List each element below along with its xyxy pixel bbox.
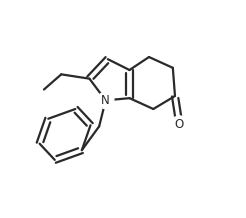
Circle shape bbox=[97, 92, 114, 109]
Circle shape bbox=[171, 116, 187, 132]
Text: O: O bbox=[175, 118, 184, 131]
Text: N: N bbox=[101, 94, 110, 107]
